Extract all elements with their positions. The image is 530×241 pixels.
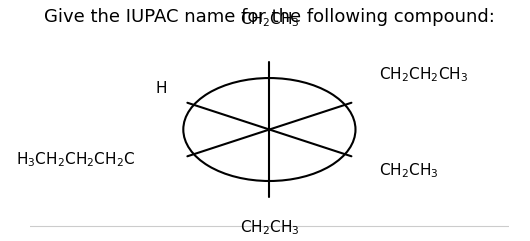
Text: Give the IUPAC name for the following compound:: Give the IUPAC name for the following co…	[44, 8, 495, 26]
Text: CH$_2$CH$_2$CH$_3$: CH$_2$CH$_2$CH$_3$	[379, 65, 469, 84]
Text: CH$_2$CH$_3$: CH$_2$CH$_3$	[240, 10, 299, 29]
Text: CH$_2$CH$_3$: CH$_2$CH$_3$	[379, 161, 439, 180]
Text: H$_3$CH$_2$CH$_2$CH$_2$C: H$_3$CH$_2$CH$_2$CH$_2$C	[16, 150, 136, 169]
Text: H: H	[155, 81, 166, 96]
Text: CH$_2$CH$_3$: CH$_2$CH$_3$	[240, 219, 299, 237]
